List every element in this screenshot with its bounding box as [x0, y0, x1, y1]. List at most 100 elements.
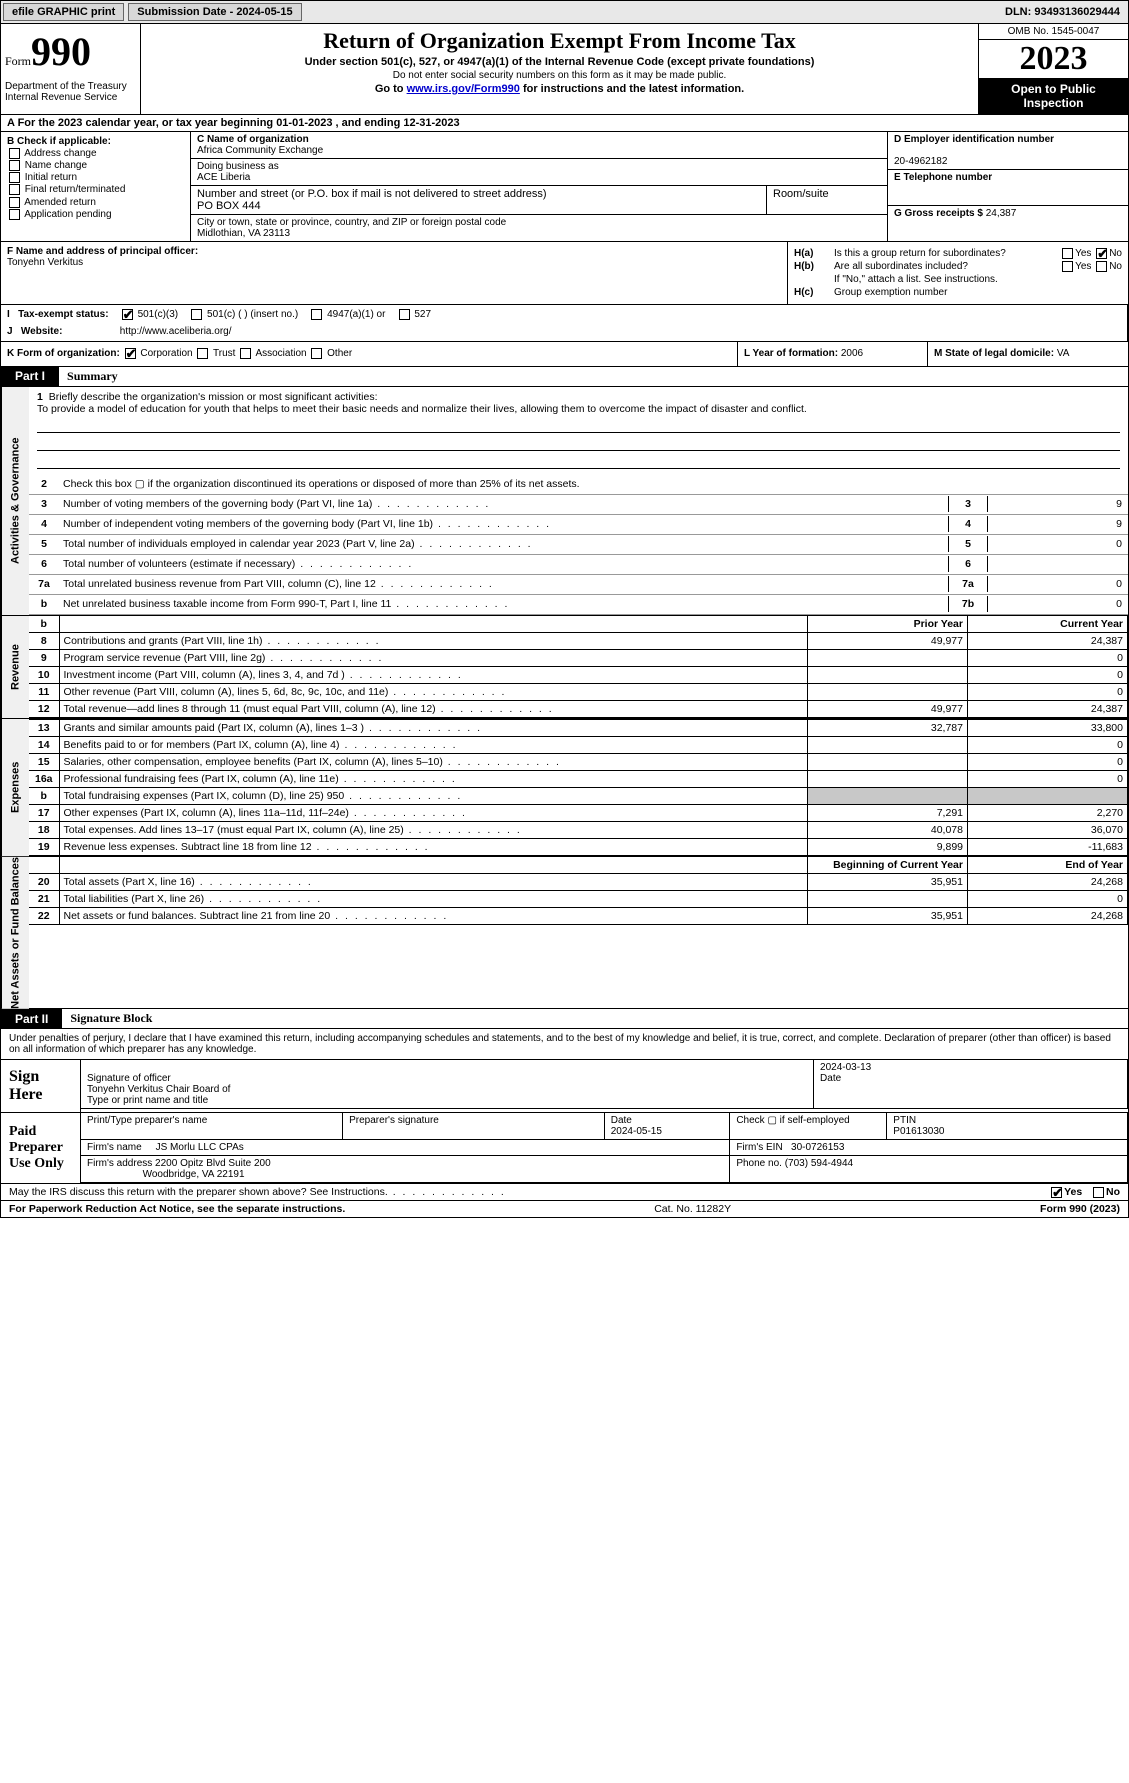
- form-number: 990: [31, 29, 91, 74]
- firm-name: JS Morlu LLC CPAs: [156, 1142, 244, 1153]
- revenue-table: b Prior Year Current Year 8Contributions…: [29, 616, 1128, 718]
- table-row: 21Total liabilities (Part X, line 26)0: [29, 890, 1128, 907]
- table-row: 14Benefits paid to or for members (Part …: [29, 736, 1128, 753]
- table-row: 17Other expenses (Part IX, column (A), l…: [29, 804, 1128, 821]
- irs-link[interactable]: www.irs.gov/Form990: [407, 83, 520, 95]
- gov-line: 5Total number of individuals employed in…: [29, 535, 1128, 555]
- paid-preparer-label: Paid Preparer Use Only: [1, 1113, 81, 1183]
- chk-assoc[interactable]: [240, 348, 251, 359]
- form-number-block: Form990 Department of the Treasury Inter…: [1, 24, 141, 114]
- sig-date-1: 2024-03-13: [820, 1062, 871, 1073]
- cat-number: Cat. No. 11282Y: [345, 1203, 1040, 1215]
- expenses-table: 13Grants and similar amounts paid (Part …: [29, 719, 1128, 856]
- self-employed-check[interactable]: Check ▢ if self-employed: [730, 1113, 887, 1140]
- dept-label: Department of the Treasury Internal Reve…: [5, 81, 136, 103]
- officer-name: Tonyehn Verkitus: [7, 257, 83, 268]
- signature-declaration: Under penalties of perjury, I declare th…: [1, 1029, 1128, 1059]
- prep-date: 2024-05-15: [611, 1126, 662, 1137]
- table-row: 15Salaries, other compensation, employee…: [29, 753, 1128, 770]
- table-row: 9Program service revenue (Part VIII, lin…: [29, 649, 1128, 666]
- netassets-table: Beginning of Current Year End of Year 20…: [29, 857, 1128, 925]
- firm-ein: 30-0726153: [791, 1142, 844, 1153]
- opt-name-change[interactable]: Name change: [7, 160, 184, 171]
- ptin-value: P01613030: [893, 1126, 944, 1137]
- activities-governance-section: Activities & Governance 1 Briefly descri…: [0, 387, 1129, 616]
- opt-app-pending[interactable]: Application pending: [7, 209, 184, 220]
- dln-label: DLN: 93493136029444: [997, 4, 1128, 20]
- vtab-expenses: Expenses: [1, 719, 29, 856]
- form-link-line: Go to www.irs.gov/Form990 for instructio…: [149, 83, 970, 95]
- org-street: PO BOX 444: [197, 200, 261, 212]
- officer-sig-name: Tonyehn Verkitus Chair Board of: [87, 1084, 230, 1095]
- table-row: 10Investment income (Part VIII, column (…: [29, 666, 1128, 683]
- form-header: Form990 Department of the Treasury Inter…: [0, 24, 1129, 115]
- table-row: bTotal fundraising expenses (Part IX, co…: [29, 787, 1128, 804]
- ein-value: 20-4962182: [894, 156, 947, 167]
- form-title-block: Return of Organization Exempt From Incom…: [141, 24, 978, 114]
- gov-line: bNet unrelated business taxable income f…: [29, 595, 1128, 615]
- tax-year: 2023: [979, 40, 1128, 78]
- mission-text: To provide a model of education for yout…: [37, 403, 807, 415]
- year-formation: 2006: [841, 348, 863, 359]
- opt-amended[interactable]: Amended return: [7, 197, 184, 208]
- org-city: Midlothian, VA 23113: [197, 228, 290, 239]
- box-f-officer: F Name and address of principal officer:…: [1, 242, 788, 304]
- gov-line: 3Number of voting members of the governi…: [29, 495, 1128, 515]
- page-footer: For Paperwork Reduction Act Notice, see …: [0, 1201, 1129, 1218]
- chk-trust[interactable]: [197, 348, 208, 359]
- opt-final-return[interactable]: Final return/terminated: [7, 184, 184, 195]
- table-row: 22Net assets or fund balances. Subtract …: [29, 907, 1128, 924]
- chk-501c[interactable]: [191, 309, 202, 320]
- table-row: 20Total assets (Part X, line 16)35,95124…: [29, 873, 1128, 890]
- dba-name: ACE Liberia: [197, 172, 250, 183]
- form-subtitle-1: Under section 501(c), 527, or 4947(a)(1)…: [149, 56, 970, 68]
- chk-501c3[interactable]: [122, 309, 133, 320]
- gov-line: 7aTotal unrelated business revenue from …: [29, 575, 1128, 595]
- revenue-section: Revenue b Prior Year Current Year 8Contr…: [0, 616, 1129, 719]
- vtab-revenue: Revenue: [1, 616, 29, 718]
- firm-phone: (703) 594-4944: [785, 1158, 853, 1169]
- discuss-no[interactable]: [1093, 1187, 1104, 1198]
- opt-initial-return[interactable]: Initial return: [7, 172, 184, 183]
- opt-address-change[interactable]: Address change: [7, 148, 184, 159]
- netassets-section: Net Assets or Fund Balances Beginning of…: [0, 857, 1129, 1010]
- gross-receipts: 24,387: [986, 208, 1017, 219]
- discuss-yes[interactable]: [1051, 1187, 1062, 1198]
- box-b-checkboxes: B Check if applicable: Address change Na…: [1, 132, 191, 241]
- box-c-org: C Name of organization Africa Community …: [191, 132, 888, 241]
- form-footer-label: Form 990 (2023): [1040, 1203, 1120, 1215]
- year-block: OMB No. 1545-0047 2023 Open to Public In…: [978, 24, 1128, 114]
- table-row: 13Grants and similar amounts paid (Part …: [29, 719, 1128, 736]
- top-toolbar: efile GRAPHIC print Submission Date - 20…: [0, 0, 1129, 24]
- table-row: 19Revenue less expenses. Subtract line 1…: [29, 838, 1128, 855]
- submission-date: Submission Date - 2024-05-15: [128, 3, 301, 21]
- org-name: Africa Community Exchange: [197, 145, 323, 156]
- efile-print-button[interactable]: efile GRAPHIC print: [3, 3, 124, 21]
- chk-other[interactable]: [311, 348, 322, 359]
- form-word: Form: [5, 54, 31, 68]
- public-inspection-badge: Open to Public Inspection: [979, 78, 1128, 114]
- officer-group-section: F Name and address of principal officer:…: [0, 242, 1129, 305]
- signature-block: Under penalties of perjury, I declare th…: [0, 1029, 1129, 1184]
- part1-header: Part I Summary: [0, 367, 1129, 387]
- room-suite-label: Room/suite: [767, 186, 887, 214]
- form-title: Return of Organization Exempt From Incom…: [149, 28, 970, 54]
- chk-527[interactable]: [399, 309, 410, 320]
- chk-4947[interactable]: [311, 309, 322, 320]
- part2-header: Part II Signature Block: [0, 1009, 1129, 1029]
- omb-number: OMB No. 1545-0047: [979, 24, 1128, 40]
- firm-addr-1: 2200 Opitz Blvd Suite 200: [155, 1158, 271, 1169]
- vtab-netassets: Net Assets or Fund Balances: [1, 857, 29, 1009]
- box-d-e-g: D Employer identification number 20-4962…: [888, 132, 1128, 241]
- website-link[interactable]: http://www.aceliberia.org/: [120, 326, 232, 337]
- org-info-section: B Check if applicable: Address change Na…: [0, 132, 1129, 242]
- form-subtitle-2: Do not enter social security numbers on …: [149, 70, 970, 81]
- gov-line: 6Total number of volunteers (estimate if…: [29, 555, 1128, 575]
- row-k-form-org: K Form of organization: Corporation Trus…: [0, 342, 1129, 366]
- gov-line: 4Number of independent voting members of…: [29, 515, 1128, 535]
- vtab-governance: Activities & Governance: [1, 387, 29, 615]
- box-h-group: H(a) Is this a group return for subordin…: [788, 242, 1128, 304]
- table-row: 8Contributions and grants (Part VIII, li…: [29, 632, 1128, 649]
- chk-corp[interactable]: [125, 348, 136, 359]
- sign-here-label: Sign Here: [1, 1060, 81, 1112]
